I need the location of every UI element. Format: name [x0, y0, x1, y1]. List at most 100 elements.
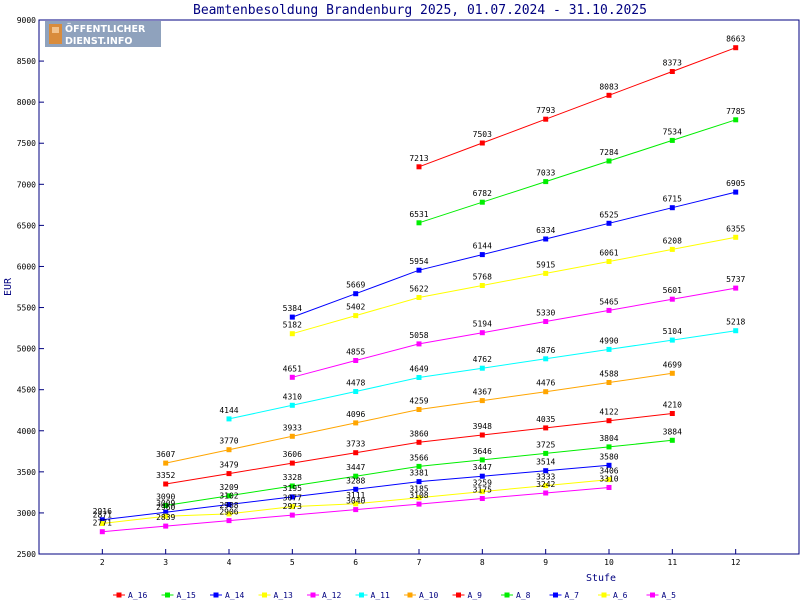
- data-point-a-13: [733, 234, 739, 240]
- legend-label-a-9: A_9: [468, 591, 483, 600]
- data-point-a-13: [479, 283, 485, 288]
- data-label-a-7: 3102: [219, 492, 238, 501]
- data-label-a-13: 6208: [663, 236, 682, 245]
- data-label-a-6: 3406: [599, 467, 618, 476]
- data-point-a-5: [479, 496, 485, 501]
- y-tick-label: 5000: [17, 345, 36, 354]
- data-label-a-12: 5194: [473, 320, 492, 329]
- data-point-a-11: [606, 346, 612, 352]
- data-point-a-15: [543, 179, 549, 185]
- data-point-a-5: [606, 485, 612, 490]
- legend-marker-a-7: [553, 592, 558, 598]
- data-point-a-5: [416, 501, 422, 507]
- legend-marker-a-13: [262, 592, 267, 598]
- data-label-a-6: 2960: [156, 503, 175, 512]
- data-point-a-11: [733, 328, 739, 334]
- data-point-a-13: [289, 331, 295, 337]
- x-tick-label: 7: [417, 558, 422, 567]
- data-label-a-14: 5954: [409, 257, 428, 266]
- data-point-a-12: [606, 307, 612, 313]
- series-line-a-13: [292, 236, 736, 335]
- data-point-a-11: [353, 389, 359, 394]
- data-point-a-10: [163, 460, 169, 466]
- x-tick-label: 12: [731, 558, 741, 567]
- legend-marker-a-6: [601, 592, 607, 598]
- legend-marker-a-8: [504, 592, 510, 598]
- data-label-a-15: 6782: [473, 189, 492, 198]
- data-point-a-13: [606, 259, 612, 264]
- data-label-a-5: 3108: [409, 491, 428, 500]
- data-label-a-9: 4035: [536, 415, 555, 424]
- data-label-a-15: 7033: [536, 169, 555, 178]
- data-label-a-16: 8373: [663, 59, 682, 68]
- legend-marker-a-14: [213, 592, 219, 598]
- series-line-a-16: [418, 47, 736, 168]
- data-label-a-9: 4122: [599, 408, 618, 417]
- legend-label-a-11: A_11: [371, 591, 390, 600]
- legend-marker-a-9: [456, 592, 461, 598]
- data-label-a-8: 3566: [409, 453, 428, 462]
- data-label-a-14: 6334: [536, 226, 555, 235]
- data-label-a-9: 3948: [473, 422, 492, 431]
- data-point-a-14: [733, 189, 739, 195]
- data-point-a-5: [353, 507, 359, 513]
- y-tick-label: 7000: [17, 180, 36, 189]
- data-label-a-5: 2839: [156, 513, 175, 522]
- y-axis-label: EUR: [3, 277, 14, 296]
- data-label-a-6: 3111: [346, 491, 365, 500]
- data-label-a-12: 5330: [536, 309, 555, 318]
- data-label-a-8: 3447: [346, 463, 365, 472]
- x-tick-label: 3: [163, 558, 168, 567]
- data-label-a-13: 5402: [346, 303, 365, 312]
- y-tick-label: 5500: [17, 304, 36, 313]
- data-point-a-11: [543, 356, 549, 362]
- data-point-a-9: [606, 418, 612, 424]
- legend-label-a-13: A_13: [274, 591, 293, 600]
- y-tick-label: 9000: [17, 16, 36, 25]
- data-label-a-13: 5915: [536, 260, 555, 269]
- legend-marker-a-15: [165, 592, 170, 598]
- data-label-a-7: 2916: [93, 507, 112, 516]
- y-tick-label: 8500: [17, 57, 36, 66]
- data-point-a-8: [479, 457, 485, 463]
- data-point-a-12: [543, 319, 549, 324]
- data-point-a-6: [479, 489, 485, 495]
- y-tick-label: 4000: [17, 427, 36, 436]
- data-point-a-16: [416, 164, 422, 170]
- data-point-a-6: [226, 511, 232, 517]
- data-label-a-7: 3288: [346, 476, 365, 485]
- data-label-a-7: 3447: [473, 463, 492, 472]
- data-point-a-9: [163, 481, 169, 487]
- series-line-a-12: [292, 287, 736, 378]
- data-label-a-12: 5058: [409, 331, 428, 340]
- data-label-a-10: 4588: [599, 370, 618, 379]
- legend-label-a-6: A_6: [613, 591, 628, 600]
- data-point-a-10: [226, 447, 232, 453]
- data-label-a-15: 7785: [726, 107, 745, 116]
- data-point-a-5: [289, 512, 295, 518]
- data-point-a-9: [289, 460, 295, 466]
- data-label-a-11: 4649: [409, 365, 428, 374]
- legend-marker-a-16: [116, 592, 122, 598]
- data-point-a-12: [416, 341, 422, 347]
- series-layer: [99, 45, 739, 535]
- data-point-a-13: [669, 246, 675, 252]
- data-label-a-10: 3770: [219, 437, 238, 446]
- y-tick-label: 3500: [17, 468, 36, 477]
- data-point-a-9: [353, 450, 359, 456]
- data-label-a-9: 4210: [663, 401, 682, 410]
- data-label-a-9: 3733: [346, 440, 365, 449]
- data-label-a-12: 4855: [346, 348, 365, 357]
- data-label-a-9: 3352: [156, 471, 175, 480]
- legend-marker-a-12: [310, 592, 316, 598]
- data-point-a-8: [669, 437, 675, 443]
- data-point-a-8: [606, 444, 612, 450]
- legend-label-a-16: A_16: [128, 591, 147, 600]
- data-point-a-14: [289, 314, 295, 320]
- data-label-a-9: 3860: [409, 429, 428, 438]
- data-point-a-7: [543, 468, 549, 474]
- data-label-a-11: 4762: [473, 355, 492, 364]
- data-point-a-8: [226, 493, 232, 499]
- data-point-a-5: [226, 518, 232, 524]
- data-point-a-11: [416, 375, 422, 380]
